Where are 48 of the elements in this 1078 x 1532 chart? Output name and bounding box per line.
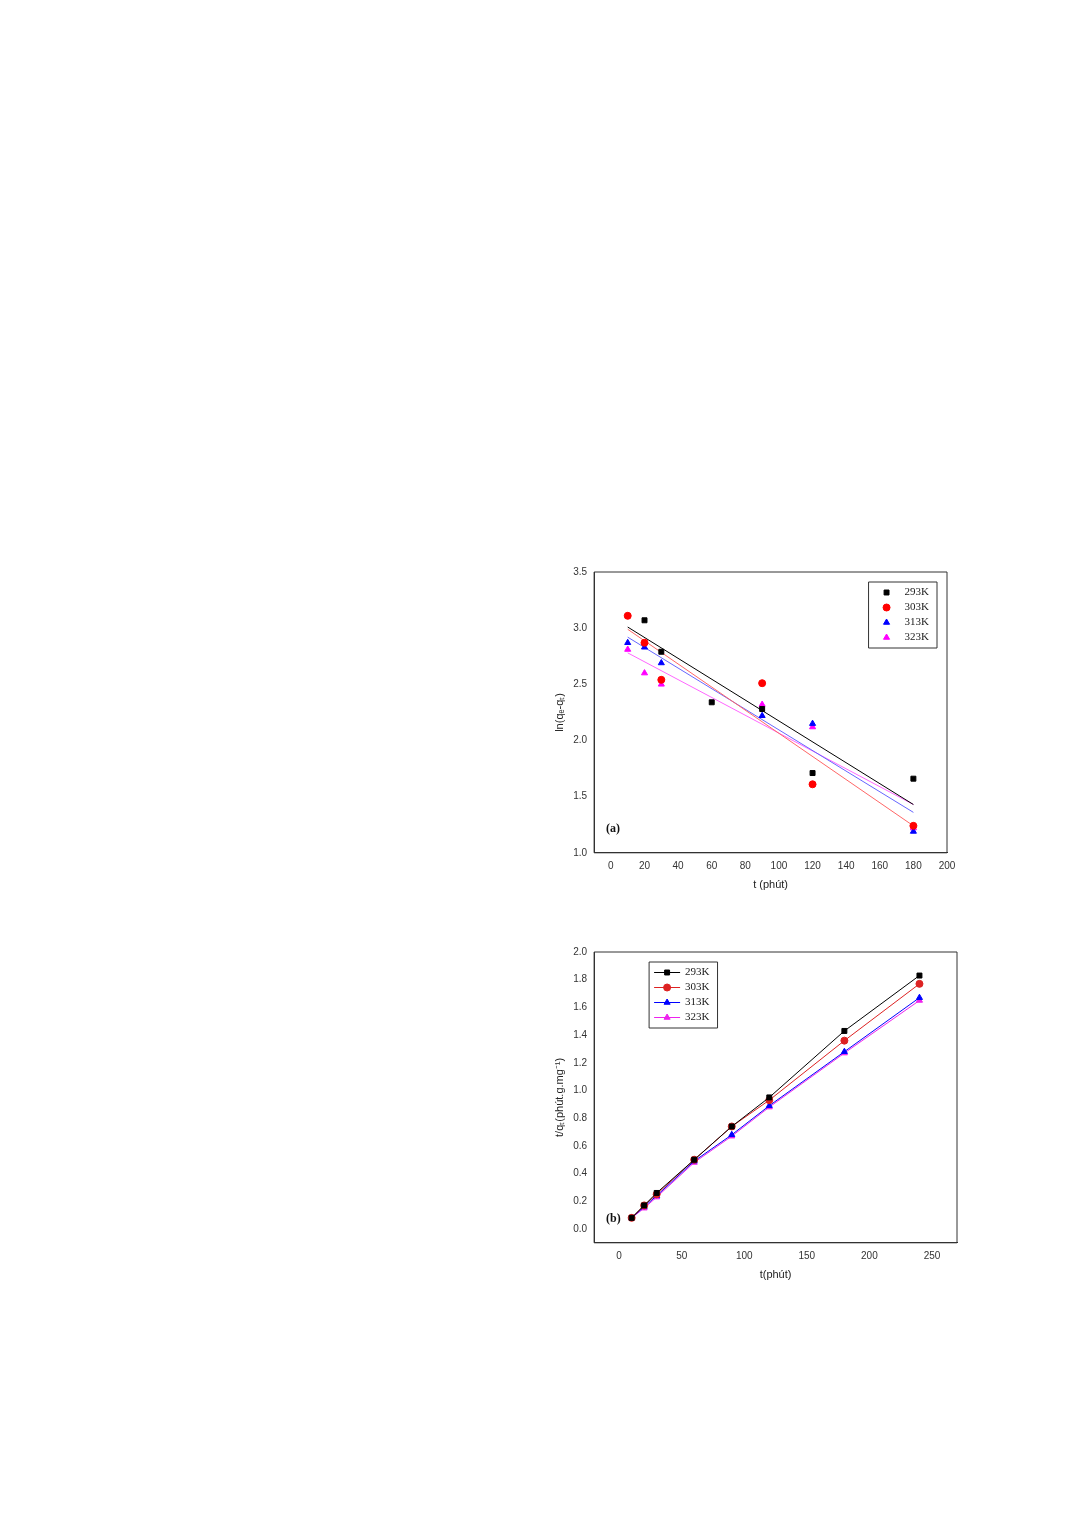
legend-label: 313K xyxy=(904,615,930,628)
y-tick-label: 0.0 xyxy=(573,1222,588,1234)
y-tick-label: 0.6 xyxy=(573,1139,588,1151)
x-tick-label: 0 xyxy=(608,859,615,871)
annotation: (b) xyxy=(606,1210,621,1225)
legend-label: 303K xyxy=(904,600,930,613)
y-axis-title: t/qₜ(phút.g.mg⁻¹) xyxy=(552,1057,565,1137)
x-tick-label: 100 xyxy=(770,859,788,871)
legend-label: 323K xyxy=(904,630,930,643)
legend-label: 313K xyxy=(685,995,710,1008)
x-tick-label: 100 xyxy=(735,1249,754,1261)
x-tick-label: 160 xyxy=(871,859,889,871)
x-tick-label: 120 xyxy=(804,859,822,871)
y-tick-label: 1.6 xyxy=(573,1001,588,1013)
legend-label: 293K xyxy=(685,965,710,978)
y-tick-label: 1.0 xyxy=(573,846,588,858)
x-tick-label: 40 xyxy=(672,859,685,871)
y-tick-label: 0.2 xyxy=(573,1195,588,1207)
x-tick-label: 50 xyxy=(676,1249,688,1261)
y-tick-label: 1.2 xyxy=(573,1056,588,1068)
x-tick-label: 60 xyxy=(706,859,718,871)
x-axis-title: t(phút) xyxy=(759,1268,792,1281)
y-tick-label: 2.5 xyxy=(573,678,588,690)
x-tick-label: 250 xyxy=(923,1249,941,1261)
y-tick-label: 3.0 xyxy=(573,621,588,633)
x-tick-label: 80 xyxy=(739,859,752,871)
x-tick-label: 200 xyxy=(861,1249,879,1261)
y-tick-label: 3.5 xyxy=(573,565,588,577)
y-tick-label: 2.0 xyxy=(573,945,588,957)
x-tick-label: 200 xyxy=(938,859,956,871)
x-tick-label: 150 xyxy=(798,1249,816,1261)
x-tick-label: 140 xyxy=(837,859,855,871)
y-tick-label: 2.0 xyxy=(573,734,588,746)
y-tick-label: 1.8 xyxy=(573,973,588,985)
y-tick-label: 0.8 xyxy=(573,1111,588,1123)
legend-label: 323K xyxy=(685,1010,710,1023)
x-tick-label: 0 xyxy=(616,1249,623,1261)
y-tick-label: 0.4 xyxy=(573,1167,588,1179)
legend-label: 293K xyxy=(904,585,930,598)
x-tick-label: 180 xyxy=(905,859,923,871)
x-tick-label: 20 xyxy=(638,859,651,871)
y-tick-label: 1.0 xyxy=(573,1084,588,1096)
y-tick-label: 1.4 xyxy=(573,1028,588,1040)
legend-label: 303K xyxy=(685,980,710,993)
y-tick-label: 1.5 xyxy=(573,790,588,802)
x-axis-title: t (phút) xyxy=(753,878,788,891)
y-axis-title: ln(qₑ-qₜ) xyxy=(552,692,565,732)
annotation: (a) xyxy=(606,820,621,835)
